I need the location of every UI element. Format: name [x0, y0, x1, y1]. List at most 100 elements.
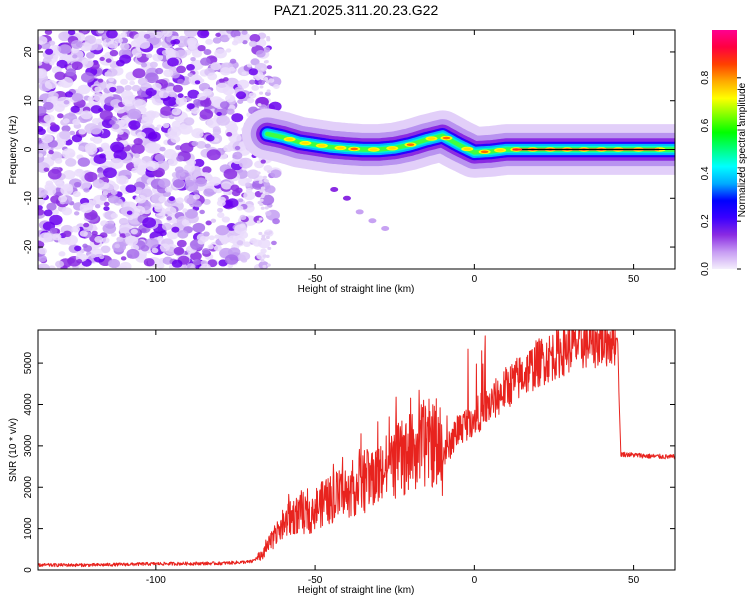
noise-blob: [187, 72, 194, 77]
noise-blob: [264, 185, 276, 194]
colorbar-tick-label: 0.2: [700, 214, 711, 228]
noise-blob: [183, 30, 198, 38]
noise-blob: [248, 79, 256, 85]
noise-blob: [219, 101, 230, 109]
noise-blob: [260, 206, 265, 210]
noise-blob: [171, 226, 180, 233]
noise-blob: [250, 58, 260, 66]
noise-blob: [120, 256, 127, 261]
snr-series-line: [38, 330, 675, 568]
noise-blob: [152, 53, 164, 62]
noise-blob: [54, 158, 63, 164]
noise-blob: [65, 158, 77, 167]
noise-blob: [170, 39, 177, 45]
noise-blob: [196, 141, 207, 149]
noise-blob: [233, 35, 244, 44]
noise-blob: [223, 77, 229, 82]
snr-frame: [37, 329, 676, 571]
noise-blob: [83, 187, 90, 193]
noise-blob: [92, 178, 105, 189]
noise-blob: [67, 30, 76, 36]
x-tick-label: 50: [628, 575, 640, 586]
colorbar: 0.0 0.2 0.4 0.6 0.8 Normalized spectral ampl…: [700, 30, 748, 276]
noise-blob: [58, 251, 66, 257]
y-tick-label: 1000: [23, 517, 34, 540]
noise-blob: [271, 240, 277, 246]
noise-blob: [246, 97, 255, 104]
noise-blob: [141, 188, 153, 198]
noise-blob: [45, 48, 54, 55]
noise-blob: [162, 95, 177, 107]
noise-blob: [256, 252, 267, 260]
x-tick-label: -100: [146, 575, 166, 586]
noise-blob: [163, 69, 174, 78]
x-tick-label: 50: [628, 274, 640, 285]
noise-blob: [143, 258, 155, 267]
noise-blob: [255, 49, 266, 58]
noise-blob: [194, 80, 201, 85]
noise-blob: [63, 170, 76, 180]
noise-blob: [151, 82, 162, 91]
noise-blob: [118, 217, 129, 226]
noise-blob: [261, 186, 266, 190]
noise-blob: [43, 167, 50, 172]
noise-blob: [187, 37, 198, 46]
y-tick-label: 0: [23, 567, 34, 573]
noise-blob: [39, 192, 47, 199]
noise-blob: [103, 167, 117, 179]
noise-blob: [215, 32, 221, 38]
noise-blob: [110, 212, 118, 219]
noise-blob: [206, 149, 221, 161]
noise-blob: [231, 189, 241, 197]
noise-blob: [259, 202, 264, 206]
noise-blob: [207, 72, 218, 81]
noise-blob: [155, 211, 166, 219]
noise-blob: [44, 30, 53, 35]
noise-blob: [221, 239, 228, 245]
snr-x-axis-label: Height of straight line (km): [298, 585, 415, 596]
noise-blob: [266, 263, 271, 267]
noise-blob: [72, 190, 81, 198]
noise-blob: [129, 80, 136, 86]
noise-blob: [157, 235, 164, 241]
noise-blob: [101, 237, 110, 244]
y-tick-label: 10: [23, 95, 34, 107]
noise-blob: [230, 30, 241, 38]
noise-blob: [93, 94, 102, 102]
noise-blob: [212, 126, 221, 133]
noise-blob: [154, 153, 165, 162]
noise-blob: [102, 223, 117, 234]
noise-blob: [73, 211, 80, 216]
noise-blob: [80, 58, 94, 69]
noise-blob: [77, 157, 91, 167]
noise-blob: [166, 216, 173, 221]
noise-blob: [262, 175, 267, 179]
noise-blob: [236, 205, 244, 211]
noise-blob: [122, 30, 129, 33]
y-tick-label: 20: [23, 46, 34, 58]
noise-blob: [142, 217, 157, 228]
noise-blob: [226, 132, 233, 137]
noise-blob: [110, 232, 117, 237]
noise-blob: [217, 212, 225, 218]
noise-blob: [71, 39, 83, 49]
noise-blob: [83, 245, 93, 252]
noise-blob: [172, 179, 185, 188]
noise-blob: [226, 198, 239, 208]
noise-blob: [106, 68, 118, 77]
noise-blob: [56, 59, 68, 69]
noise-blob: [159, 146, 166, 152]
noise-blob: [192, 200, 202, 208]
noise-blob: [155, 67, 164, 75]
noise-blob: [223, 168, 238, 180]
noise-blob: [116, 236, 124, 243]
noise-blob: [50, 185, 57, 191]
noise-blob: [264, 77, 269, 82]
noise-blob: [96, 167, 105, 174]
noise-blob: [93, 154, 107, 165]
noise-blob: [205, 220, 212, 226]
noise-blob: [111, 123, 120, 130]
noise-blob: [167, 57, 179, 67]
